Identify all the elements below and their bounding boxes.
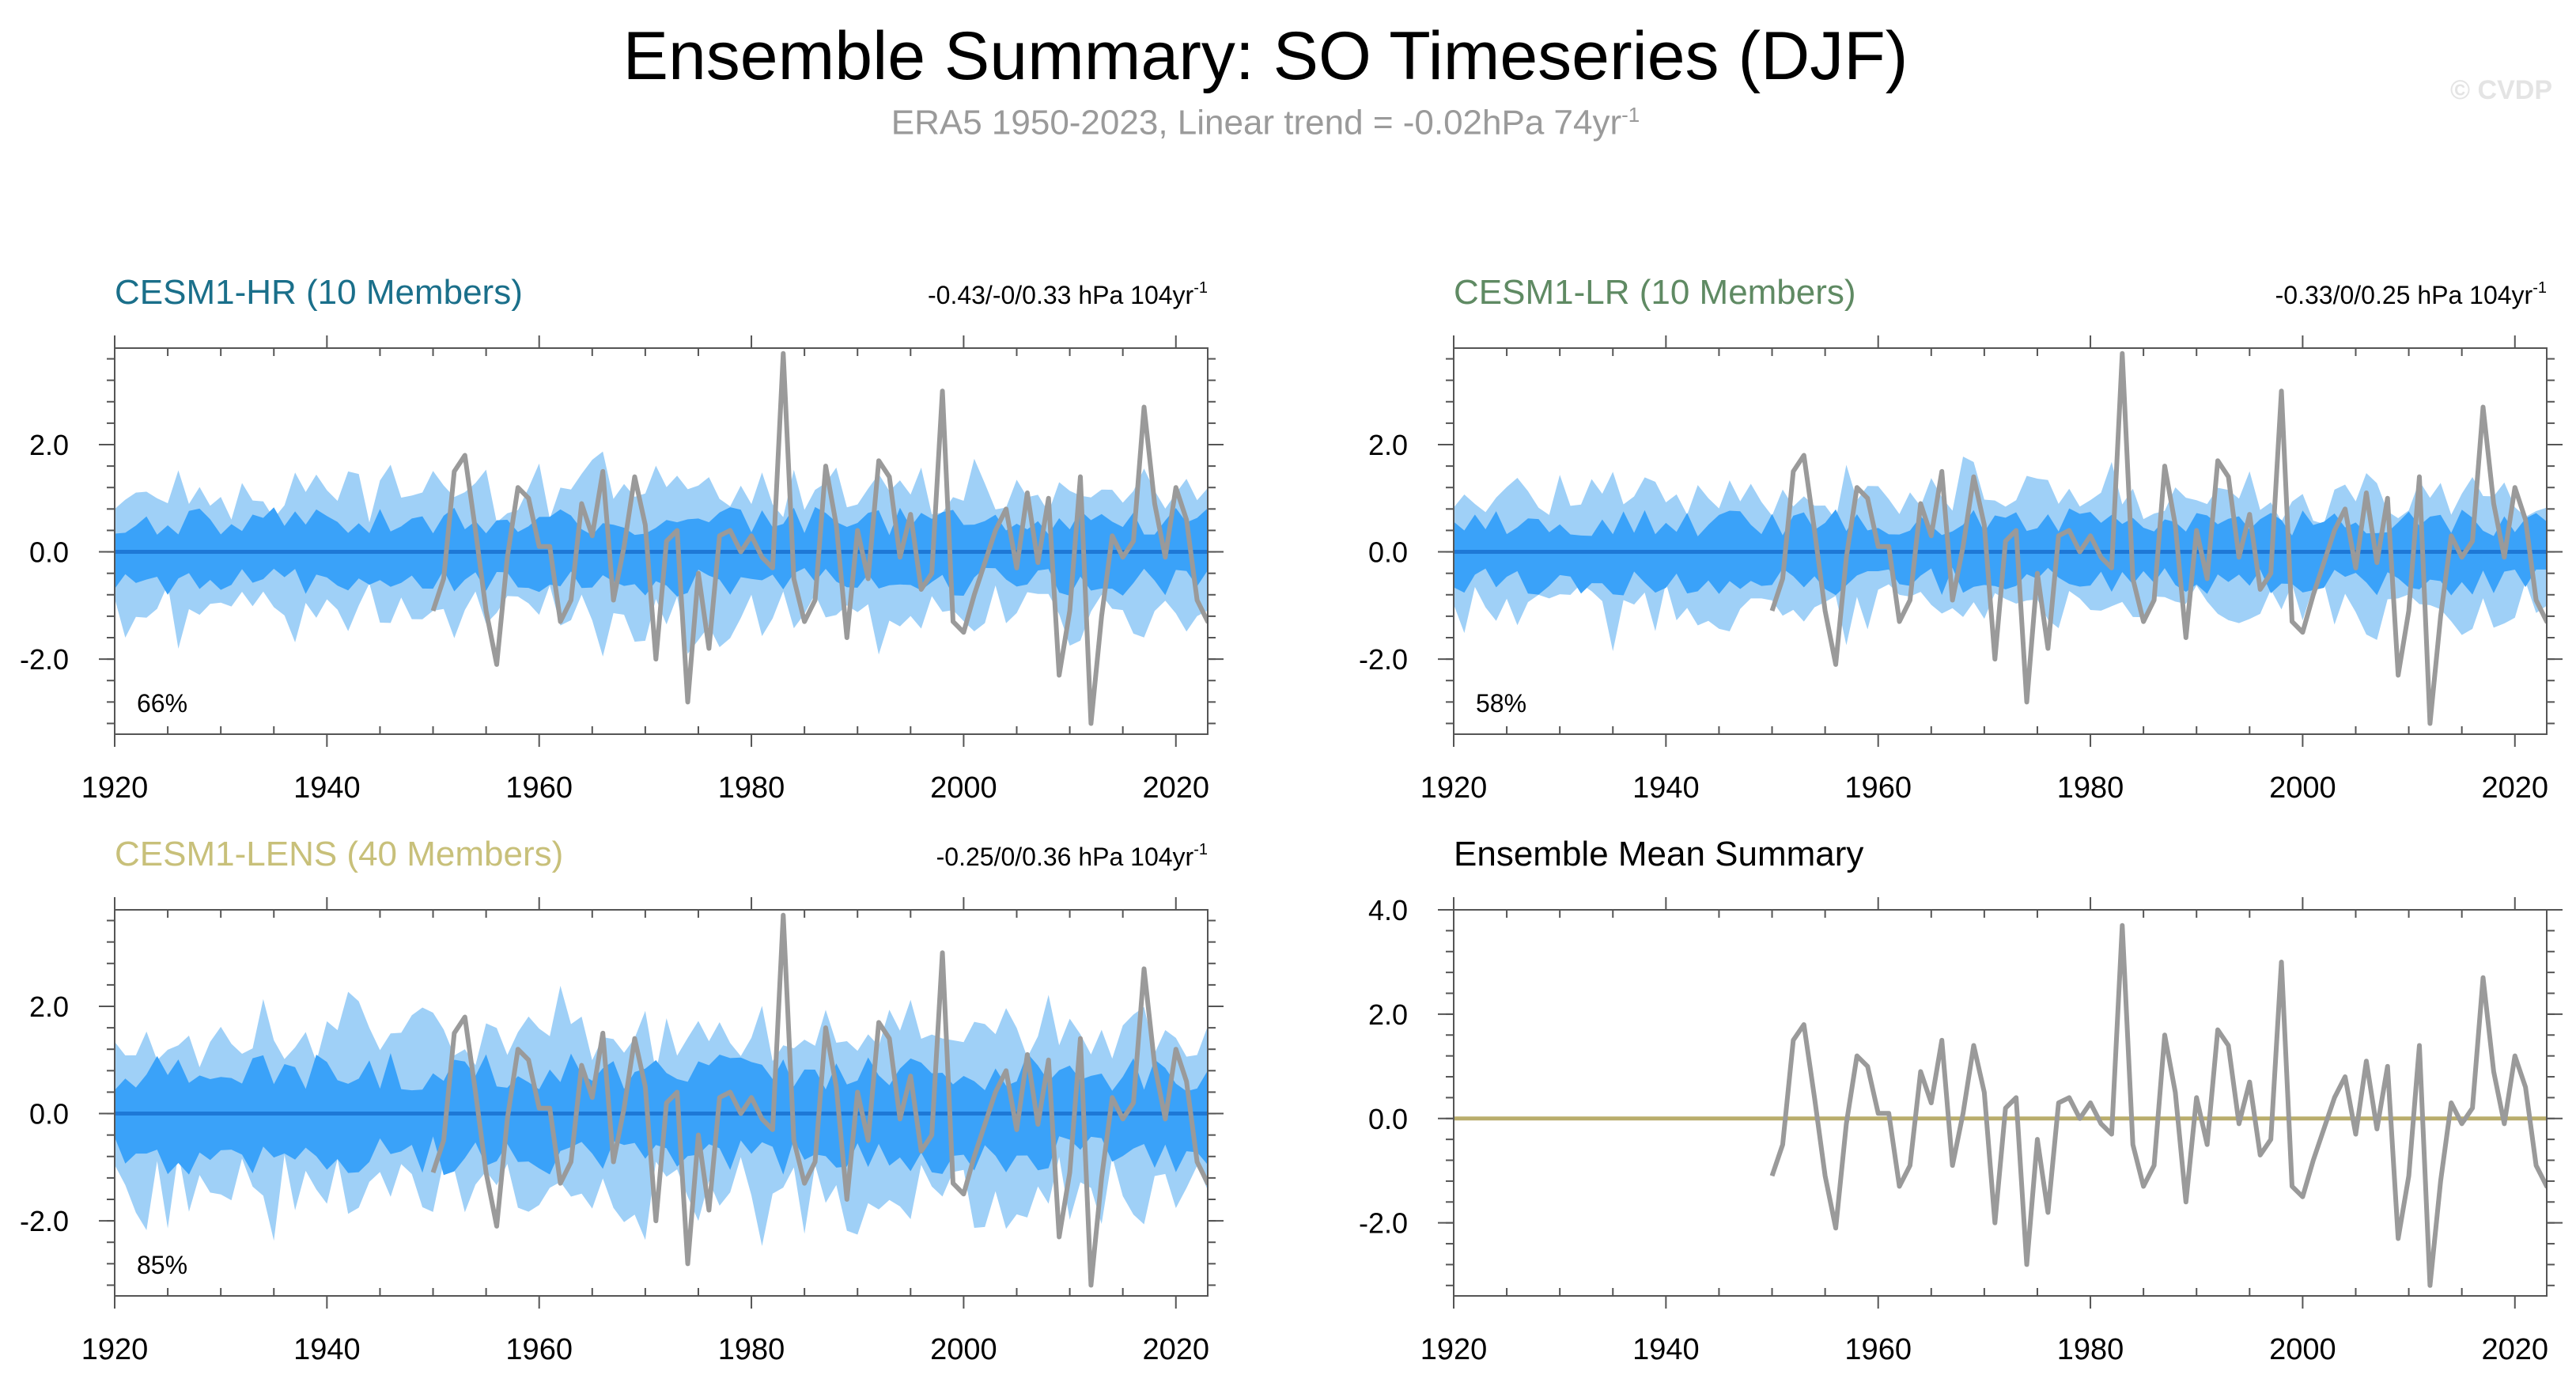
percent-label: 66% <box>137 689 187 718</box>
figure-subtitle: ERA5 1950-2023, Linear trend = -0.02hPa … <box>891 103 1640 142</box>
panel-title: CESM1-LENS (40 Members) <box>115 835 563 873</box>
y-tick-label: 0.0 <box>1368 536 1408 569</box>
x-tick-label: 1960 <box>1844 1333 1912 1366</box>
panel-hr: CESM1-HR (10 Members) -0.43/-0/0.33 hPa 1… <box>20 273 1224 805</box>
plot-area <box>1454 350 2547 726</box>
x-tick-label: 2000 <box>2269 1333 2336 1366</box>
x-tick-label: 1980 <box>2057 771 2124 805</box>
x-tick-label: 1980 <box>718 771 785 805</box>
x-tick-label: 1920 <box>81 771 149 805</box>
plot-frame <box>114 909 1209 1297</box>
x-tick-label: 1980 <box>2057 1333 2124 1366</box>
y-tick-label: 2.0 <box>1368 998 1408 1031</box>
panel-summary: Ensemble Mean Summary 1920 1940 1960 1980 200… <box>1359 835 2563 1366</box>
plot-frame <box>1453 909 2548 1297</box>
y-tick-label: 2.0 <box>1368 429 1408 461</box>
panel-title: CESM1-HR (10 Members) <box>115 273 523 312</box>
x-tick-label: 1940 <box>1632 771 1700 805</box>
x-tick-label: 1940 <box>293 771 361 805</box>
percent-label: 85% <box>137 1251 187 1279</box>
x-tick-label: 1960 <box>1844 771 1912 805</box>
y-tick-label: -2.0 <box>1359 643 1408 676</box>
observations-line <box>1769 922 2547 1288</box>
x-tick-label: 1940 <box>1632 1333 1700 1366</box>
plot-area <box>115 350 1208 726</box>
x-tick-label: 1920 <box>81 1333 149 1366</box>
x-tick-label: 1960 <box>505 1333 573 1366</box>
trend-label: -0.43/-0/0.33 hPa 104yr-1 <box>928 279 1208 309</box>
x-tick-label: 1960 <box>505 771 573 805</box>
plot-frame <box>114 347 1209 735</box>
x-tick-label: 2000 <box>930 771 997 805</box>
panel-lr: CESM1-LR (10 Members) -0.33/0/0.25 hPa 10… <box>1359 273 2563 805</box>
trend-label: -0.33/0/0.25 hPa 104yr-1 <box>2275 279 2547 309</box>
observations-line <box>430 912 1208 1288</box>
x-tick-label: 2020 <box>1142 1333 1209 1366</box>
y-tick-label: -2.0 <box>20 643 69 676</box>
observations-line <box>430 350 1208 726</box>
x-tick-label: 1920 <box>1420 1333 1488 1366</box>
plot-frame <box>1453 347 2548 735</box>
y-tick-label: 2.0 <box>29 991 69 1023</box>
panel-title: CESM1-LR (10 Members) <box>1454 273 1856 312</box>
y-tick-label: -2.0 <box>1359 1207 1408 1240</box>
x-tick-label: 1980 <box>718 1333 785 1366</box>
x-tick-label: 1920 <box>1420 771 1488 805</box>
plot-area <box>1454 922 2547 1288</box>
y-tick-label: 0.0 <box>1368 1103 1408 1135</box>
y-tick-label: -2.0 <box>20 1205 69 1237</box>
percent-label: 58% <box>1476 689 1526 718</box>
figure-title: Ensemble Summary: SO Timeseries (DJF) <box>622 18 1908 94</box>
y-tick-label: 0.0 <box>29 1098 69 1131</box>
x-tick-label: 2000 <box>2269 771 2336 805</box>
x-tick-label: 2000 <box>930 1333 997 1366</box>
y-tick-label: 4.0 <box>1368 894 1408 926</box>
trend-label: -0.25/0/0.36 hPa 104yr-1 <box>936 841 1208 871</box>
x-tick-label: 2020 <box>2481 771 2548 805</box>
cvdp-watermark: © CVDP <box>2450 75 2552 105</box>
x-tick-label: 2020 <box>1142 771 1209 805</box>
x-tick-label: 2020 <box>2481 1333 2548 1366</box>
y-tick-label: 0.0 <box>29 536 69 569</box>
x-tick-label: 1940 <box>293 1333 361 1366</box>
panel-title: Ensemble Mean Summary <box>1454 835 1863 873</box>
plot-area <box>115 912 1208 1288</box>
observations-line <box>1769 350 2547 726</box>
y-tick-label: 2.0 <box>29 429 69 461</box>
panel-lens: CESM1-LENS (40 Members) -0.25/0/0.36 hPa … <box>20 835 1224 1366</box>
